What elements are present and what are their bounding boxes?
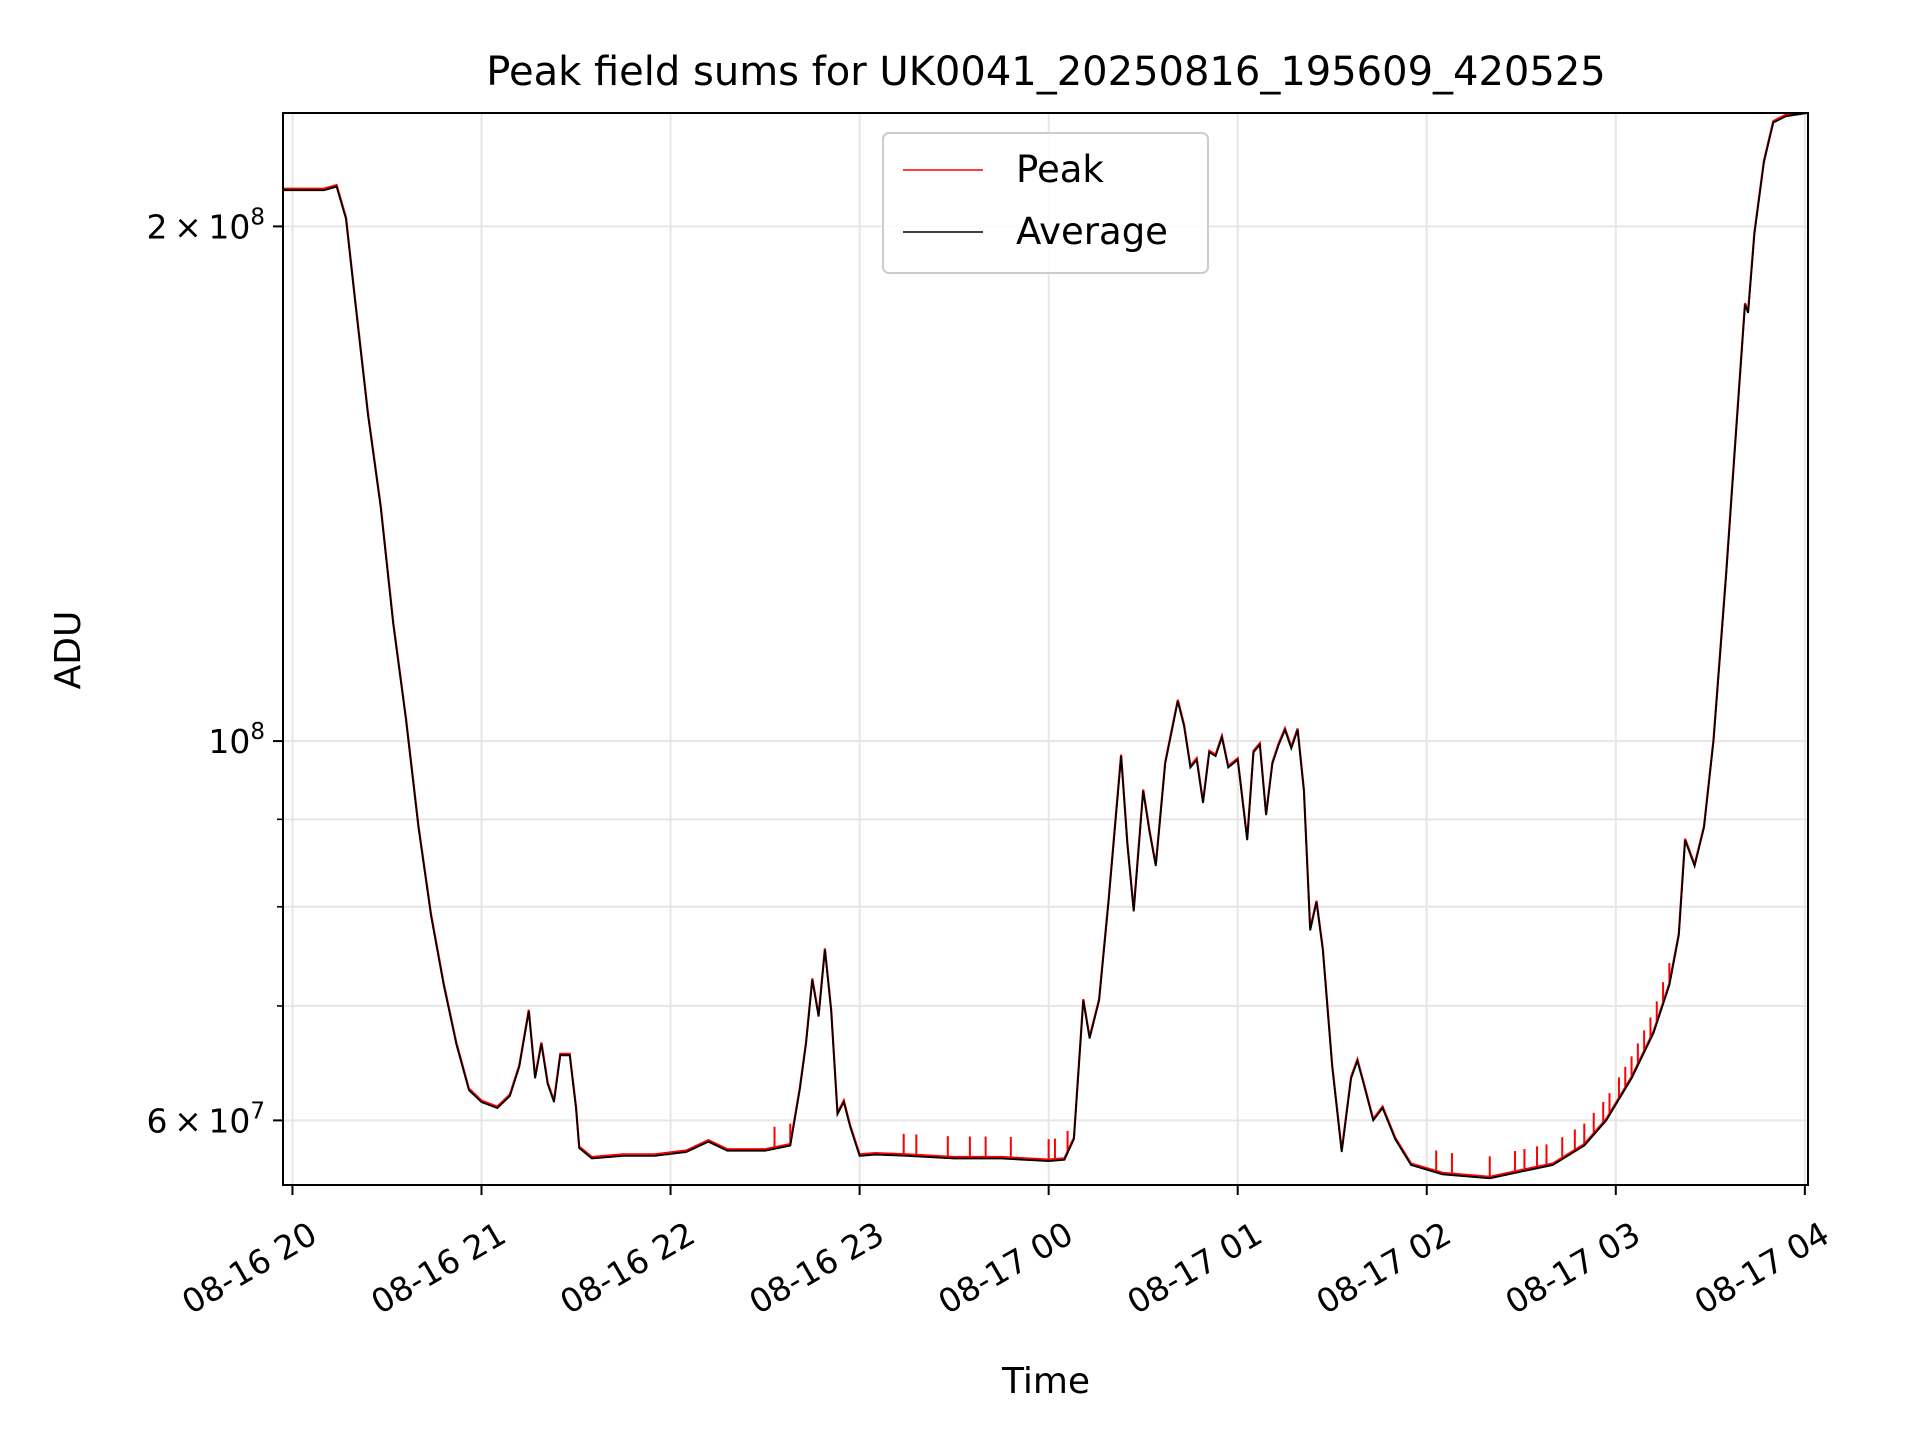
legend-box [882,132,1209,274]
series-line-average [283,113,1808,1180]
y-tick-label-1: 108 [208,719,265,761]
grid [283,113,1808,1185]
x-axis-label: Time [1001,1361,1090,1402]
legend: Peak Average [882,132,1209,274]
y-tick-label-0: 6 × 107 [147,1098,265,1140]
plot-series [283,113,1808,1180]
legend-label-average: Average [1016,210,1168,253]
y-axis-ticks: 6 × 107 108 2 × 108 [147,204,283,1140]
y-tick-label-2: 2 × 108 [147,204,265,246]
plot-frame [282,112,1809,1186]
y-axis-label: ADU [48,611,89,690]
legend-label-peak: Peak [1016,148,1104,191]
chart-title: Peak field sums for UK0041_20250816_1956… [486,49,1605,95]
